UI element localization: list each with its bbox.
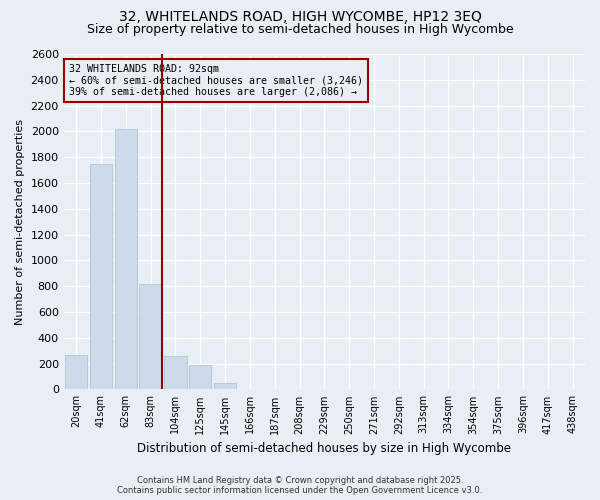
Text: 32, WHITELANDS ROAD, HIGH WYCOMBE, HP12 3EQ: 32, WHITELANDS ROAD, HIGH WYCOMBE, HP12 … bbox=[119, 10, 481, 24]
Bar bbox=[214, 383, 236, 390]
X-axis label: Distribution of semi-detached houses by size in High Wycombe: Distribution of semi-detached houses by … bbox=[137, 442, 511, 455]
Bar bbox=[164, 356, 187, 390]
Y-axis label: Number of semi-detached properties: Number of semi-detached properties bbox=[15, 118, 25, 324]
Text: Size of property relative to semi-detached houses in High Wycombe: Size of property relative to semi-detach… bbox=[86, 22, 514, 36]
Bar bbox=[90, 164, 112, 390]
Bar bbox=[115, 129, 137, 390]
Text: Contains HM Land Registry data © Crown copyright and database right 2025.
Contai: Contains HM Land Registry data © Crown c… bbox=[118, 476, 482, 495]
Bar bbox=[139, 284, 162, 390]
Bar bbox=[65, 354, 87, 390]
Bar bbox=[189, 365, 211, 390]
Text: 32 WHITELANDS ROAD: 92sqm
← 60% of semi-detached houses are smaller (3,246)
39% : 32 WHITELANDS ROAD: 92sqm ← 60% of semi-… bbox=[69, 64, 363, 98]
